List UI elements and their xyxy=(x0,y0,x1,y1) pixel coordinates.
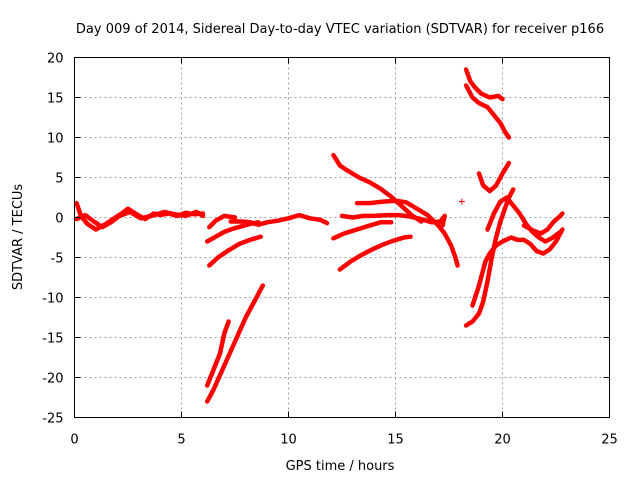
x-tick-label: 0 xyxy=(70,433,78,448)
data-track-16 xyxy=(476,160,512,194)
y-tick-label: 20 xyxy=(47,52,64,67)
y-tick-label: -20 xyxy=(42,372,63,387)
data-track-15 xyxy=(463,83,512,140)
data-track-10 xyxy=(354,198,460,268)
y-tick-label: -25 xyxy=(42,412,63,427)
x-tick-label: 25 xyxy=(601,433,618,448)
y-tick-label: -5 xyxy=(51,252,64,267)
chart-title: Day 009 of 2014, Sidereal Day-to-day VTE… xyxy=(76,22,604,37)
data-track-13 xyxy=(337,234,413,272)
data-series xyxy=(74,67,565,404)
data-track-18 xyxy=(485,195,563,244)
x-tick-label: 10 xyxy=(280,433,297,448)
data-track-5 xyxy=(204,220,261,244)
y-axis-label: SDTVAR / TECUs xyxy=(11,184,26,291)
y-tick-label: -15 xyxy=(42,332,63,347)
data-track-6 xyxy=(207,234,263,268)
data-track-9 xyxy=(331,152,424,224)
x-tick-label: 15 xyxy=(387,433,404,448)
data-point-marker xyxy=(458,198,465,205)
y-tick-label: 15 xyxy=(47,92,64,107)
x-tick-label: 20 xyxy=(494,433,511,448)
data-track-8 xyxy=(204,283,266,404)
y-tick-label: 5 xyxy=(55,172,63,187)
y-tick-label: 0 xyxy=(55,212,63,227)
data-track-20 xyxy=(521,211,565,236)
grid-lines xyxy=(74,57,610,418)
data-track-7 xyxy=(204,319,231,388)
data-track-3 xyxy=(207,213,238,230)
y-tick-label: 10 xyxy=(47,132,64,147)
plot-frame xyxy=(74,57,610,418)
x-tick-label: 5 xyxy=(177,433,185,448)
data-track-4 xyxy=(228,212,330,227)
data-track-17 xyxy=(463,187,516,328)
data-track-11 xyxy=(339,212,447,228)
x-axis-label: GPS time / hours xyxy=(286,459,395,474)
data-track-14 xyxy=(463,67,505,102)
data-track-12 xyxy=(331,220,394,241)
data-track-2 xyxy=(74,209,206,230)
data-track-19 xyxy=(470,227,565,308)
axis-ticks: 0 5 10 15 20 25 -25 -20 -15 -10 -5 0 5 10 15 20 xyxy=(42,52,618,448)
y-tick-label: -10 xyxy=(42,292,63,307)
